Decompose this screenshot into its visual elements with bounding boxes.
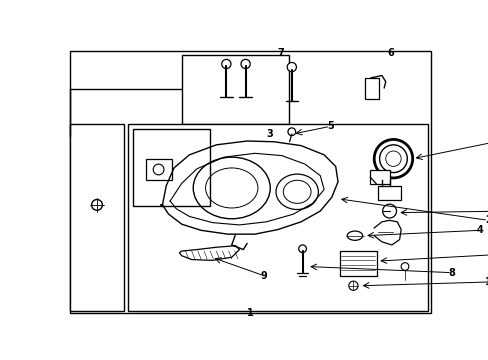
Circle shape <box>241 59 250 69</box>
Text: 1: 1 <box>246 308 253 318</box>
Bar <box>369 170 389 184</box>
Text: 6: 6 <box>387 48 394 58</box>
Bar <box>364 78 378 99</box>
Text: 9: 9 <box>260 271 267 281</box>
Circle shape <box>221 59 230 69</box>
Text: 7: 7 <box>277 48 284 58</box>
Circle shape <box>298 245 306 253</box>
Circle shape <box>287 128 295 136</box>
Text: 16: 16 <box>484 277 488 287</box>
Bar <box>127 124 427 311</box>
Text: 5: 5 <box>326 121 333 131</box>
Bar <box>133 130 210 206</box>
Polygon shape <box>179 246 239 260</box>
Circle shape <box>348 281 357 291</box>
Bar <box>377 186 400 199</box>
Ellipse shape <box>346 231 362 240</box>
Text: 8: 8 <box>447 267 454 278</box>
Circle shape <box>91 199 102 210</box>
Circle shape <box>153 164 163 175</box>
Circle shape <box>286 62 296 72</box>
Bar <box>339 251 376 276</box>
Text: 2: 2 <box>484 215 488 225</box>
Bar <box>70 124 123 311</box>
Text: 3: 3 <box>265 129 272 139</box>
Text: 4: 4 <box>476 225 483 235</box>
Circle shape <box>400 263 408 270</box>
Bar <box>145 159 172 180</box>
Bar <box>182 55 289 124</box>
Circle shape <box>382 204 396 218</box>
